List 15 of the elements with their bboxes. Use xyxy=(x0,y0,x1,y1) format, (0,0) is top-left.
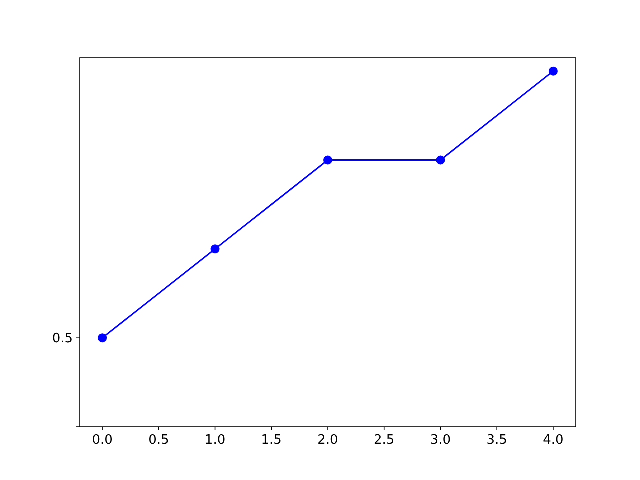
x-tick-label: 2.0 xyxy=(318,433,338,448)
text: 0.5 xyxy=(52,332,73,347)
x-tick-label: 2.5 xyxy=(374,433,395,448)
x-tick-label: 0.0 xyxy=(92,433,113,448)
point xyxy=(436,156,446,165)
x-tick-label: 4.0 xyxy=(543,433,564,448)
point xyxy=(548,66,558,76)
point xyxy=(324,156,332,165)
point xyxy=(98,334,108,343)
x-tick-label: 3.0 xyxy=(430,433,452,448)
x-tick-label: 1.0 xyxy=(204,433,226,448)
x-tick-label: 3.5 xyxy=(486,433,508,448)
x-tick-label: 1.5 xyxy=(261,433,282,448)
point xyxy=(210,244,220,254)
x-tick-label: 0.5 xyxy=(148,433,170,448)
